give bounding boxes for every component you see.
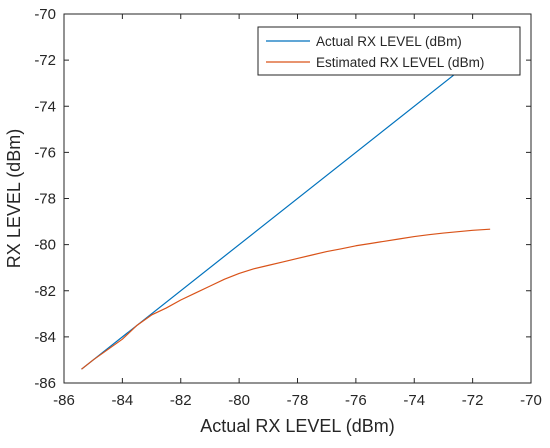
x-tick-label: -70 [520, 392, 542, 409]
x-axis-label: Actual RX LEVEL (dBm) [200, 416, 394, 436]
legend-box [257, 26, 521, 76]
y-tick-label: -74 [34, 98, 56, 115]
x-tick-label: -78 [287, 392, 309, 409]
legend-entry: Actual RX LEVEL (dBm) [316, 34, 462, 49]
series-line-estimated [81, 228, 491, 370]
y-tick-label: -70 [34, 6, 56, 23]
y-tick-label: -80 [34, 237, 56, 254]
x-tick-label: -72 [462, 392, 484, 409]
x-tick-label: -82 [170, 392, 192, 409]
x-tick-label: -76 [345, 392, 367, 409]
x-tick-label: -86 [53, 392, 75, 409]
plot-area: -86 -84 -82 -80 -78 -76 -74 -72 -70 -86 -84 -82 -80 -… [34, 6, 542, 409]
legend-entry: Estimated RX LEVEL (dBm) [316, 55, 484, 70]
y-axis-label: RX LEVEL (dBm) [4, 129, 24, 268]
y-tick-label: -78 [34, 191, 56, 208]
x-tick-label: -80 [228, 392, 250, 409]
x-tick-label: -74 [403, 392, 425, 409]
y-tick-label: -82 [34, 283, 56, 300]
y-tick-label: -76 [34, 144, 56, 161]
y-tick-label: -86 [34, 375, 56, 392]
y-tick-label: -72 [34, 52, 56, 69]
y-tick-label: -84 [34, 329, 56, 346]
x-tick-label: -84 [112, 392, 134, 409]
series-line-actual [81, 45, 491, 370]
